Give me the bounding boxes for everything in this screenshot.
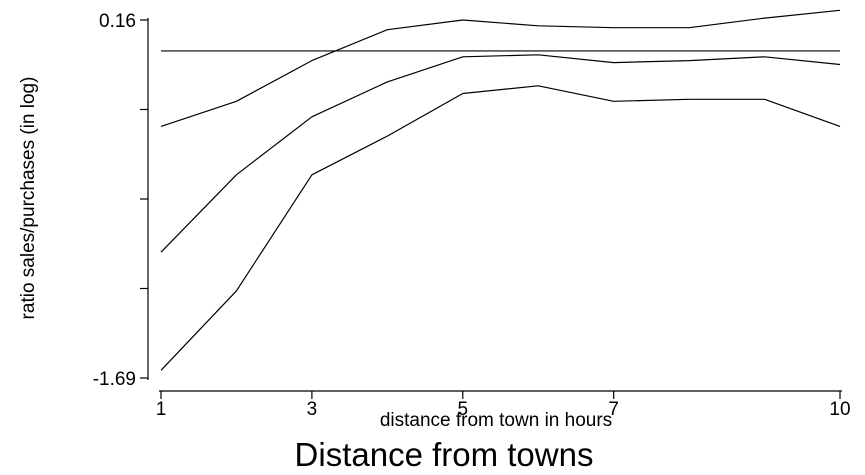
x-axis-title: distance from town in hours bbox=[380, 410, 612, 431]
series-line-2 bbox=[160, 54, 841, 253]
x-tick-label: 10 bbox=[829, 399, 850, 420]
y-axis-title: ratio sales/purchases (in log) bbox=[18, 77, 39, 320]
x-tick-label: 5 bbox=[457, 399, 468, 420]
x-tick-label: 1 bbox=[156, 399, 167, 420]
y-tick-label: 0.16 bbox=[99, 11, 136, 32]
x-tick-label: 3 bbox=[307, 399, 318, 420]
axes: -1.69 0.16 1 3 5 7 10 bbox=[93, 11, 851, 420]
series-line-3 bbox=[160, 85, 841, 371]
x-tick-label: 7 bbox=[608, 399, 619, 420]
series-layer bbox=[160, 9, 841, 371]
chart-title: Distance from towns bbox=[295, 436, 594, 473]
series-line-1 bbox=[160, 9, 841, 127]
y-tick-label: -1.69 bbox=[93, 369, 136, 390]
